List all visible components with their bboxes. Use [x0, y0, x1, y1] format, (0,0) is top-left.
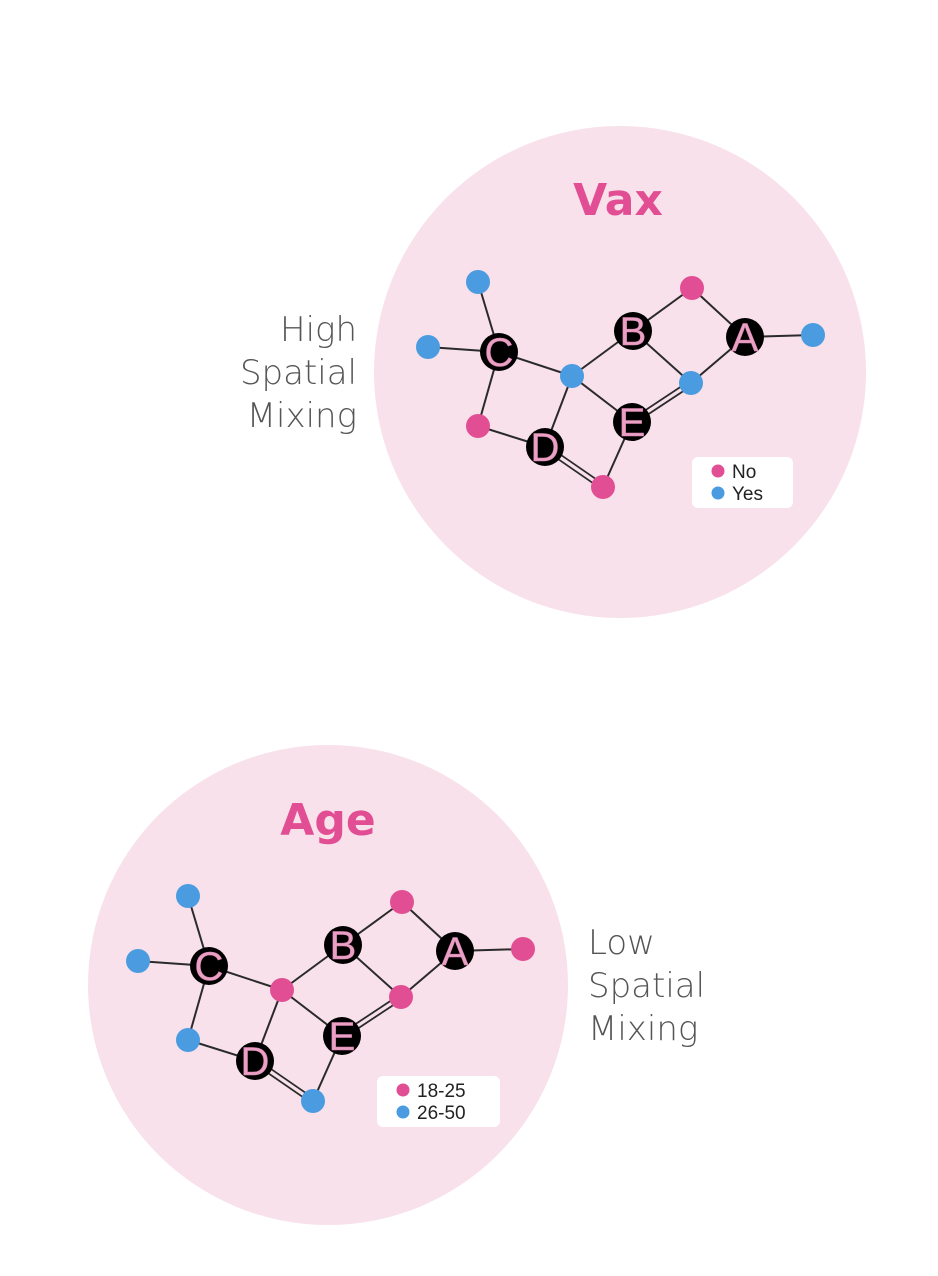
legend-label: Yes [732, 484, 763, 505]
legend-label: No [732, 462, 756, 483]
network-graph: A B C D E [126, 884, 535, 1113]
node-pink [591, 475, 615, 499]
node-pink [466, 414, 490, 438]
node-pink [680, 276, 704, 300]
node-blue [560, 364, 584, 388]
hub-node-label: C [485, 331, 514, 375]
hub-node-C [190, 947, 228, 985]
node-blue [176, 884, 200, 908]
legend-swatch-blue [711, 486, 725, 500]
hub-node-E [613, 403, 651, 441]
legend-label: 26-50 [417, 1103, 466, 1124]
hub-node-A [436, 932, 474, 970]
hub-node-label: B [330, 924, 357, 968]
hub-node-A [726, 318, 764, 356]
node-blue [126, 949, 150, 973]
side-label-low-spatial-mixing: Low Spatial Mixing [588, 922, 705, 1051]
node-blue [176, 1028, 200, 1052]
node-pink [390, 890, 414, 914]
hub-node-label: B [620, 310, 647, 354]
hub-node-B [614, 312, 652, 350]
hub-node-B [324, 926, 362, 964]
side-label-line: Spatial [239, 353, 357, 393]
node-blue [416, 335, 440, 359]
node-blue [301, 1089, 325, 1113]
legend-swatch-pink [711, 464, 725, 478]
side-label-line: Low [588, 923, 655, 963]
side-label-line: Mixing [588, 1009, 699, 1049]
legend-swatch-pink [396, 1083, 410, 1097]
side-label-high-spatial-mixing: High Spatial Mixing [240, 309, 357, 438]
hub-node-D [236, 1042, 274, 1080]
network-graph: A B C D E [416, 270, 825, 499]
node-blue [466, 270, 490, 294]
node-pink [270, 978, 294, 1002]
panel-title: Age [280, 795, 375, 846]
node-blue [801, 323, 825, 347]
hub-node-label: A [732, 316, 759, 360]
hub-node-label: A [442, 930, 469, 974]
panel-title: Vax [573, 175, 663, 226]
node-blue [679, 371, 703, 395]
side-label-line: Spatial [588, 966, 706, 1006]
side-label-line: High [280, 310, 357, 350]
side-label-line: Mixing [246, 396, 357, 436]
node-pink [389, 985, 413, 1009]
hub-node-C [480, 333, 518, 371]
hub-node-label: E [329, 1015, 356, 1059]
legend-label: 18-25 [417, 1081, 466, 1102]
node-pink [511, 937, 535, 961]
hub-node-E [323, 1017, 361, 1055]
hub-node-label: C [195, 945, 224, 989]
hub-node-D [526, 428, 564, 466]
hub-node-label: E [619, 401, 646, 445]
hub-node-label: D [531, 426, 560, 470]
hub-node-label: D [241, 1040, 270, 1084]
legend-swatch-blue [396, 1105, 410, 1119]
